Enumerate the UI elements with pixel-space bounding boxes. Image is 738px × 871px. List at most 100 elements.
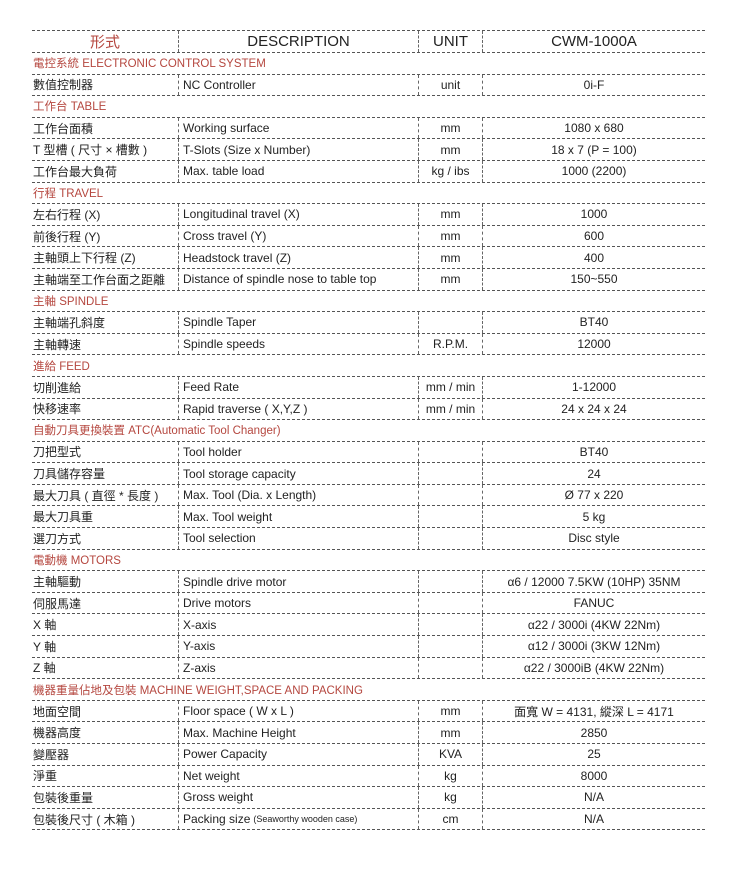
unit-cell: mm / min (418, 376, 482, 398)
description-cell: Max. Machine Height (178, 722, 418, 743)
description-text: Longitudinal travel (X) (183, 207, 300, 222)
description-text: Packing size (183, 812, 251, 827)
unit-cell (418, 636, 482, 657)
table-row: 淨重 Net weight kg 8000 (32, 764, 705, 787)
value-cell: α22 / 3000iB (4KW 22Nm) (482, 657, 705, 679)
description-cell: Max. Tool (Dia. x Length) (178, 484, 418, 506)
unit-cell (418, 312, 482, 333)
chinese-label: 主軸轉速 (33, 337, 82, 352)
chinese-label: 變壓器 (33, 747, 70, 762)
value-cell: 1080 x 680 (482, 117, 705, 139)
value-cell: 2850 (482, 722, 705, 743)
description-cell: Spindle Taper (178, 312, 418, 333)
description-text: Working surface (183, 121, 270, 136)
description-text: Power Capacity (183, 747, 268, 762)
header-form: 形式 (89, 34, 120, 51)
chinese-label: 主軸端孔斜度 (33, 315, 106, 330)
description-text: X-axis (183, 617, 217, 632)
table-row: 包裝後重量 Gross weight kg N/A (32, 786, 705, 808)
description-cell: NC Controller (178, 74, 418, 96)
chinese-label: 快移速率 (33, 402, 82, 417)
description-text: Drive motors (183, 596, 252, 611)
chinese-label: 地面空間 (33, 704, 82, 719)
chinese-label: 選刀方式 (33, 531, 82, 546)
table-header: 形式 DESCRIPTION UNIT CWM-1000A (32, 30, 705, 52)
unit-cell (418, 506, 482, 528)
value-cell: 18 x 7 (P = 100) (482, 139, 705, 160)
table-row: 刀把型式 Tool holder BT40 (32, 440, 705, 463)
table-row: 前後行程 (Y) Cross travel (Y) mm 600 (32, 224, 705, 247)
unit-cell: mm (418, 268, 482, 290)
description-note: (Seaworthy wooden case) (253, 814, 358, 825)
description-cell: Headstock travel (Z) (178, 247, 418, 268)
chinese-label: 淨重 (33, 769, 58, 784)
unit-cell (418, 484, 482, 506)
description-text: Gross weight (183, 790, 254, 805)
spec-table: 形式 DESCRIPTION UNIT CWM-1000A 電控系統 ELECT… (32, 30, 705, 831)
chinese-label: 包裝後尺寸 ( 木箱 ) (33, 812, 135, 827)
table-row: 工作台最大負荷 Max. table load kg / ibs 1000 (2200… (32, 159, 705, 182)
chinese-label: X 軸 (33, 618, 57, 633)
chinese-label: 工作台最大負荷 (33, 164, 118, 179)
unit-cell: mm / min (418, 398, 482, 420)
chinese-label: 左右行程 (X) (33, 207, 101, 222)
value-cell: 150~550 (482, 268, 705, 290)
description-cell: Floor space ( W x L ) (178, 700, 418, 722)
description-text: Rapid traverse ( X,Y,Z ) (183, 401, 308, 416)
unit-cell (418, 441, 482, 463)
description-cell: Power Capacity (178, 744, 418, 765)
description-cell: Gross weight (178, 787, 418, 808)
header-description: DESCRIPTION (178, 31, 418, 52)
description-text: Z-axis (183, 660, 216, 675)
description-cell: Tool holder (178, 441, 418, 463)
chinese-label: 伺服馬達 (33, 596, 82, 611)
section-heading: 進給 FEED (32, 354, 705, 376)
chinese-label: 切削進給 (33, 380, 82, 395)
unit-cell: kg / ibs (418, 160, 482, 182)
value-cell: 1000 (482, 204, 705, 225)
description-cell: Rapid traverse ( X,Y,Z ) (178, 398, 418, 420)
table-row: 工作台面積 Working surface mm 1080 x 680 (32, 116, 705, 139)
table-row: 主軸驅動 Spindle drive motor α6 / 12000 7.5KW … (32, 570, 705, 592)
description-text: Tool selection (183, 531, 256, 546)
value-cell: 24 (482, 463, 705, 484)
unit-cell: mm (418, 700, 482, 722)
chinese-label: 主軸頭上下行程 (Z) (33, 251, 136, 266)
description-cell: Z-axis (178, 657, 418, 679)
description-text: Tool storage capacity (183, 466, 296, 481)
value-cell: 600 (482, 225, 705, 247)
value-cell: 400 (482, 247, 705, 268)
unit-cell: kg (418, 787, 482, 808)
table-row: 選刀方式 Tool selection Disc style (32, 527, 705, 549)
unit-cell: kg (418, 765, 482, 787)
description-text: Feed Rate (183, 380, 240, 395)
value-cell: 8000 (482, 765, 705, 787)
unit-cell: mm (418, 204, 482, 225)
chinese-label: 刀具儲存容量 (33, 467, 106, 482)
section-heading: 機器重量佔地及包裝 MACHINE WEIGHT,SPACE AND PACKI… (32, 678, 705, 700)
description-cell: T-Slots (Size x Number) (178, 139, 418, 160)
chinese-label: 最大刀具重 (33, 510, 94, 525)
unit-cell: KVA (418, 744, 482, 765)
table-row: 伺服馬達 Drive motors FANUC (32, 591, 705, 614)
value-cell: 1000 (2200) (482, 160, 705, 182)
table-row: 左右行程 (X) Longitudinal travel (X) mm 1000 (32, 203, 705, 225)
value-cell: α22 / 3000i (4KW 22Nm) (482, 614, 705, 636)
table-row: 數值控制器 NC Controller unit 0i-F (32, 73, 705, 96)
description-cell: Working surface (178, 117, 418, 139)
unit-cell (418, 463, 482, 484)
description-text: Y-axis (183, 639, 216, 654)
description-text: NC Controller (183, 77, 256, 92)
unit-cell (418, 592, 482, 614)
value-cell: N/A (482, 787, 705, 808)
value-cell: α6 / 12000 7.5KW (10HP) 35NM (482, 571, 705, 592)
description-text: Tool holder (183, 444, 242, 459)
description-cell: Distance of spindle nose to table top (178, 268, 418, 290)
description-cell: Cross travel (Y) (178, 225, 418, 247)
chinese-label: Z 軸 (33, 661, 56, 676)
chinese-label: 主軸驅動 (33, 575, 82, 590)
description-text: Max. Tool (Dia. x Length) (183, 488, 317, 503)
description-cell: X-axis (178, 614, 418, 636)
chinese-label: 包裝後重量 (33, 790, 94, 805)
unit-cell (418, 528, 482, 549)
